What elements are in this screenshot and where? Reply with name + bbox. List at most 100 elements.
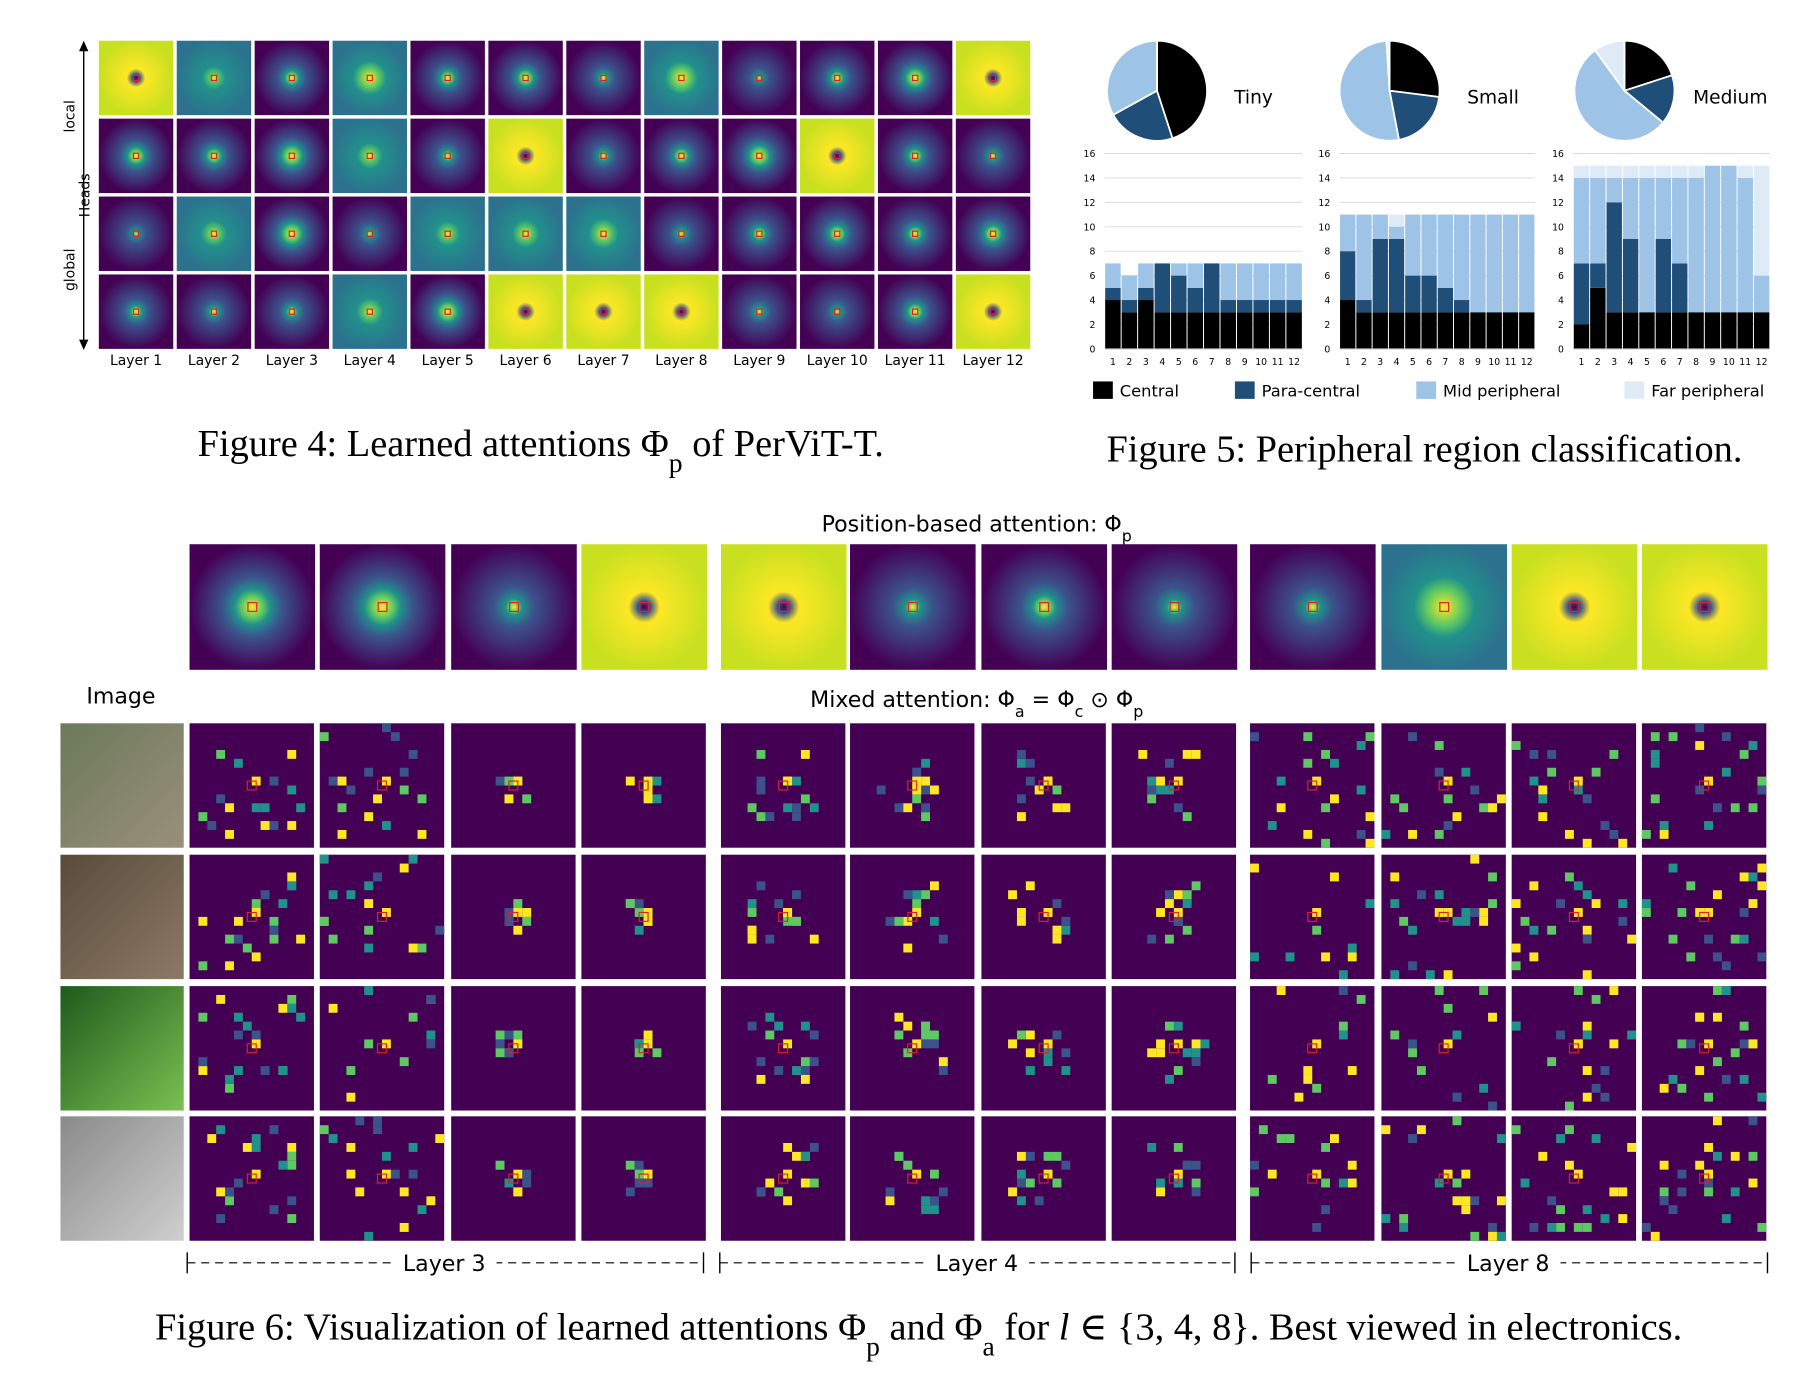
bar-segment	[1655, 177, 1672, 239]
query-marker	[834, 152, 841, 160]
attention-cell	[1748, 899, 1758, 909]
attention-cell	[1061, 1160, 1071, 1170]
attention-cell	[1618, 1214, 1628, 1223]
text-part: a	[1015, 702, 1025, 721]
text-part: c	[1075, 702, 1084, 721]
attention-cell	[1609, 986, 1619, 995]
bar-segment	[1121, 300, 1138, 313]
text-part: Mixed attention: Φ	[810, 687, 1015, 713]
attention-cell	[774, 1187, 784, 1197]
attention-cell	[225, 934, 234, 944]
attention-cell	[1408, 732, 1417, 742]
attention-cell	[1025, 881, 1035, 891]
query-marker	[639, 602, 650, 612]
attention-cell	[1267, 1074, 1277, 1084]
attention-map	[176, 196, 252, 271]
bar-segment	[1421, 214, 1437, 276]
attention-cell	[1591, 1083, 1601, 1093]
attention-cell	[1399, 1222, 1409, 1232]
attention-cell	[337, 829, 347, 839]
attention-cell	[800, 1074, 810, 1084]
attention-map	[981, 986, 1106, 1111]
query-marker	[1307, 1173, 1318, 1184]
attention-cell	[198, 812, 208, 822]
attention-cell	[1347, 1160, 1357, 1170]
pie-title: Medium	[1693, 88, 1767, 109]
query-marker	[1699, 911, 1710, 922]
query-marker	[1038, 780, 1049, 791]
attention-cell	[364, 812, 374, 822]
attention-cell	[1434, 829, 1444, 839]
attention-cell	[1609, 1039, 1619, 1049]
query-marker	[1038, 911, 1049, 922]
attention-cell	[381, 1151, 391, 1161]
text-part: and Φ	[880, 1307, 983, 1349]
attention-cell	[198, 916, 208, 926]
attention-map	[566, 40, 641, 116]
attention-cell	[1061, 916, 1071, 926]
attention-cell	[1564, 1125, 1574, 1135]
attention-cell	[1591, 994, 1601, 1004]
query-marker	[756, 74, 763, 82]
attention-cell	[225, 1187, 234, 1197]
attention-cell	[930, 916, 939, 926]
x-tick-label: 6	[1426, 357, 1432, 368]
query-marker	[246, 911, 257, 922]
query-marker	[911, 230, 919, 237]
bar-segment	[1372, 214, 1388, 239]
attention-cell	[1052, 925, 1062, 935]
bar-segment	[1590, 263, 1606, 288]
attention-cell	[1285, 1134, 1295, 1143]
query-marker	[834, 230, 841, 237]
query-marker	[1699, 1173, 1710, 1184]
attention-cell	[747, 934, 757, 944]
attention-map	[566, 274, 641, 349]
x-tick-label: 10	[1723, 357, 1735, 368]
attention-cell	[1321, 1142, 1331, 1152]
attention-map	[254, 274, 330, 349]
attention-cell	[1052, 785, 1062, 795]
attention-cell	[269, 1125, 279, 1135]
attention-cell	[783, 1142, 793, 1152]
attention-cell	[1650, 794, 1660, 804]
attention-cell	[1650, 749, 1660, 759]
attention-cell	[426, 994, 436, 1004]
attention-cell	[1627, 1030, 1637, 1040]
attention-cell	[792, 812, 801, 822]
layer-label: Layer 3	[266, 353, 318, 369]
attention-cell	[278, 1066, 288, 1075]
attention-cell	[1061, 1048, 1071, 1058]
layer-label: Layer 2	[188, 353, 240, 369]
attention-cell	[1147, 934, 1157, 944]
attention-cell	[1461, 1205, 1471, 1215]
bar-segment	[1253, 263, 1269, 301]
attention-cell	[1713, 1057, 1722, 1067]
attention-map	[176, 274, 252, 349]
attention-cell	[1016, 758, 1026, 768]
attention-cell	[1641, 1222, 1651, 1232]
attention-cell	[1347, 943, 1357, 953]
attention-cell	[373, 872, 382, 882]
query-marker	[1038, 1173, 1049, 1184]
attention-map	[488, 118, 563, 194]
attention-cell	[216, 994, 226, 1004]
y-tick-label: 6	[1324, 271, 1330, 282]
attention-cell	[251, 1142, 261, 1152]
attention-cell	[287, 994, 297, 1004]
query-marker	[638, 780, 649, 791]
query-marker	[1307, 911, 1318, 922]
attention-cell	[1659, 821, 1669, 830]
attention-map	[955, 118, 1031, 194]
attention-cell	[1739, 908, 1749, 917]
attention-cell	[1704, 934, 1714, 944]
y-tick-label: 0	[1558, 344, 1564, 355]
attention-cell	[1547, 749, 1557, 759]
attention-cell	[1147, 1048, 1157, 1058]
attention-cell	[903, 1160, 913, 1170]
pie-slice	[1385, 39, 1391, 91]
attention-map	[722, 274, 797, 349]
attention-cell	[1399, 916, 1409, 926]
attention-cell	[1416, 1125, 1426, 1135]
attention-map	[800, 118, 875, 194]
attention-cell	[1276, 803, 1286, 813]
